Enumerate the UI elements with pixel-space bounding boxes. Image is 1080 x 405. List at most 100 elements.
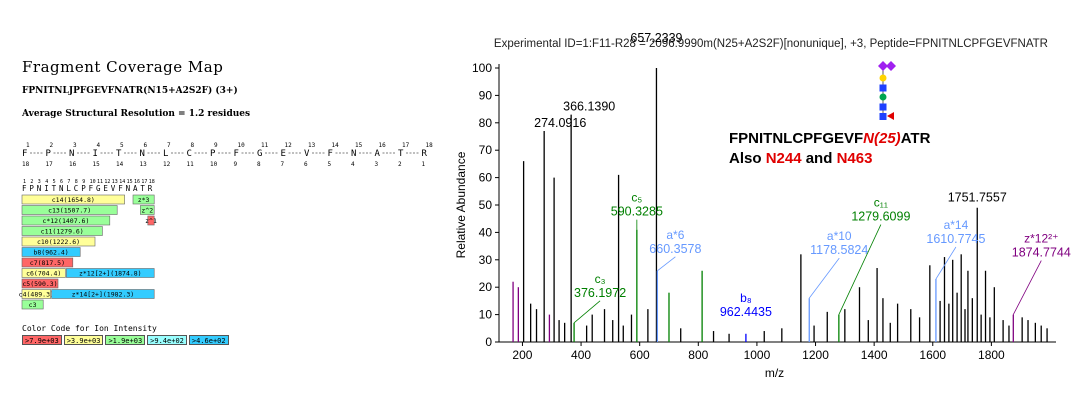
residue-number-top: 3: [73, 142, 77, 149]
peak-ion-label: a*6: [666, 228, 684, 242]
ion-bar-label: z^1: [145, 217, 157, 225]
compact-letter: N: [126, 184, 131, 193]
ion-bar: [140, 205, 155, 215]
residue-letter: T: [398, 149, 404, 159]
mass-spectrum-chart: Experimental ID=1:F11-R28 = 2096.9990m(N…: [454, 31, 1071, 380]
fragment-map-peptide: FPNITNLJPFGEVFNATR(N15+A2S2F) (3+): [22, 86, 238, 96]
compact-number: 7: [67, 179, 70, 185]
glcnac-icon: [879, 103, 887, 111]
y-axis-label: Relative Abundance: [455, 151, 468, 258]
residue-number-bottom: 4: [351, 161, 355, 168]
ion-bar: [21, 215, 111, 226]
residue-letter: N: [69, 149, 74, 159]
fragment-map-diagram: 1F182P173N164I155T146N137L128C119P1010F9…: [19, 142, 433, 310]
x-tick-label: 1400: [861, 348, 888, 362]
peak-mz-label: 657.2339: [630, 31, 682, 45]
residue-number-bottom: 17: [46, 161, 54, 168]
compact-letter: F: [118, 184, 123, 193]
peak-label-leader: [935, 246, 957, 280]
residue-letter: P: [46, 149, 52, 159]
fucose-icon: [887, 112, 894, 120]
compact-letter: R: [148, 184, 153, 193]
peak-mz-label: 366.1390: [563, 100, 615, 114]
mannose-icon: [879, 93, 887, 101]
spectrum-panel: Experimental ID=1:F11-R28 = 2096.9990m(N…: [454, 0, 1080, 400]
residue-number-top: 14: [332, 142, 340, 149]
peak-mz-label: 1751.7557: [948, 191, 1007, 205]
compact-letter: F: [89, 184, 94, 193]
peak-label-leader: [838, 224, 882, 315]
y-tick-label: 60: [479, 171, 493, 185]
color-code-swatch: >3.9e+03: [63, 335, 104, 345]
peak-ion-label: c₃: [595, 272, 606, 286]
ion-bar: [21, 299, 44, 310]
compact-letter: V: [111, 184, 116, 193]
peak-mz-label: 590.3285: [611, 205, 663, 219]
y-tick-label: 80: [479, 116, 493, 130]
peak-label-leader: [573, 300, 601, 324]
compact-number: 14: [119, 179, 125, 185]
ion-bar: [21, 257, 74, 268]
peak-mz-label: 1874.7744: [1012, 246, 1071, 260]
y-tick-label: 40: [479, 225, 493, 239]
y-tick-label: 10: [479, 308, 493, 322]
compact-number: 4: [45, 179, 48, 185]
x-axis-label: m/z: [765, 366, 784, 380]
residue-letter: N: [351, 149, 356, 159]
x-tick-label: 600: [630, 348, 650, 362]
residue-number-top: 6: [144, 142, 148, 149]
ion-bar-label: c10(1222.6): [37, 238, 80, 246]
peak-ion-label: c₁₁: [874, 196, 888, 210]
ion-bar-label: c4(489.3): [19, 291, 54, 299]
sialic-acid-icon: [886, 61, 896, 71]
compact-letter: P: [81, 184, 86, 193]
compact-number: 6: [60, 179, 63, 185]
color-code-swatch: >1.9e+03: [105, 335, 146, 345]
ion-bar: [21, 236, 96, 247]
glcnac-icon: [879, 84, 887, 92]
color-code-swatch: >7.9e+03: [22, 335, 62, 345]
residue-number-top: 5: [120, 142, 124, 149]
color-code-title: Color Code for Ion Intensity: [22, 324, 157, 333]
x-tick-label: 1800: [978, 348, 1005, 362]
compact-number: 17: [141, 179, 147, 185]
residue-number-top: 10: [238, 142, 246, 149]
compact-letter: P: [29, 184, 34, 193]
residue-number-top: 8: [191, 142, 195, 149]
ion-bar-label: c13(1507.7): [48, 207, 91, 215]
residue-letter: F: [234, 149, 239, 159]
compact-letter: C: [74, 184, 79, 193]
also-glycosites: Also N244 and N463: [729, 150, 873, 167]
ion-bar: [21, 289, 51, 299]
compact-number: 18: [149, 179, 155, 185]
chart-title: Experimental ID=1:F11-R28 = 2096.9990m(N…: [494, 38, 1048, 50]
compact-letter: G: [96, 184, 101, 193]
color-code-legend: >7.9e+03 >3.9e+03 >1.9e+03 >9.4e+02 >4.6e+02: [22, 335, 229, 345]
peak-mz-label: 962.4435: [720, 305, 772, 319]
glycan-annotation: FPNITNLCPFGEVFN(25)ATR Also N244 and N46…: [729, 129, 930, 169]
peak-label-leader: [657, 256, 676, 272]
ion-bar: [147, 215, 155, 226]
x-tick-label: 800: [688, 348, 708, 362]
y-tick-label: 90: [479, 88, 493, 102]
residue-number-bottom: 15: [93, 161, 101, 168]
residue-number-bottom: 9: [234, 161, 238, 168]
ion-bar-label: c11(1279.6): [41, 228, 84, 236]
galactose-icon: [879, 74, 887, 82]
y-tick-label: 50: [479, 198, 493, 212]
residue-number-top: 1: [26, 142, 30, 149]
glycosite-label: N(25): [863, 130, 901, 147]
ion-bar-label: c14(1654.8): [52, 196, 95, 204]
residue-number-bottom: 12: [163, 161, 171, 168]
compact-letter: T: [52, 184, 57, 193]
y-tick-label: 20: [479, 280, 493, 294]
ion-bar-label: c3: [29, 301, 37, 309]
peak-ion-label: z*12²⁺: [1024, 232, 1058, 246]
residue-number-bottom: 14: [116, 161, 124, 168]
peak-mz-label: 376.1972: [574, 286, 626, 300]
compact-number: 13: [112, 179, 118, 185]
compact-letter: F: [22, 184, 27, 193]
ion-bar: [21, 194, 125, 205]
compact-letter: T: [140, 184, 145, 193]
ion-bar: [51, 289, 155, 299]
